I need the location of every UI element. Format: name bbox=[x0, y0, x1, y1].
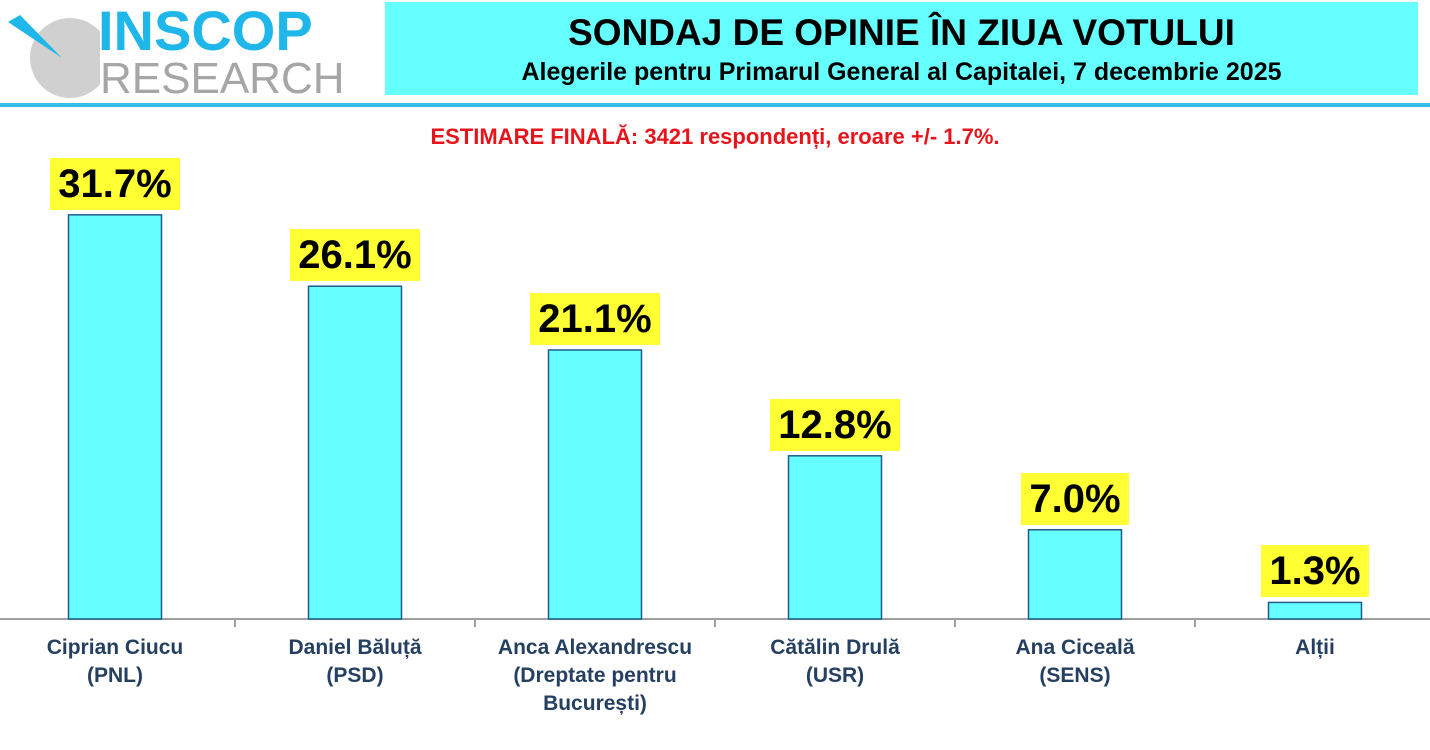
logo-text-research: RESEARCH bbox=[100, 54, 345, 103]
category-label-line: Anca Alexandrescu bbox=[497, 636, 693, 659]
category-label-line: București) bbox=[543, 692, 647, 715]
inscop-logo-mark bbox=[8, 15, 100, 98]
bar bbox=[307, 285, 403, 620]
data-label: 7.0% bbox=[1021, 472, 1129, 525]
header-banner: SONDAJ DE OPINIE ÎN ZIUA VOTULUI Alegeri… bbox=[385, 2, 1418, 95]
bar bbox=[547, 349, 643, 620]
chart-title: SONDAJ DE OPINIE ÎN ZIUA VOTULUI bbox=[568, 12, 1235, 53]
data-label: 26.1% bbox=[290, 229, 420, 282]
category-label-line: (SENS) bbox=[1039, 664, 1111, 687]
data-label: 21.1% bbox=[530, 292, 660, 345]
category-label-line: (PSD) bbox=[326, 664, 384, 687]
logo-text-inscop: INSCOP bbox=[98, 0, 313, 62]
data-label: 1.3% bbox=[1261, 545, 1369, 598]
header-divider bbox=[0, 103, 1430, 107]
category-label-line: Alții bbox=[1295, 636, 1335, 659]
bar bbox=[67, 214, 163, 620]
category-label-line: Cătălin Drulă bbox=[770, 636, 900, 659]
estimate-note: ESTIMARE FINALĂ: 3421 respondenți, eroar… bbox=[430, 124, 1000, 149]
category-label-line: (PNL) bbox=[87, 664, 143, 687]
category-label-line: Daniel Băluță bbox=[288, 636, 422, 659]
bar bbox=[1267, 601, 1363, 620]
data-label: 31.7% bbox=[50, 157, 180, 210]
category-label-line: Ciprian Ciucu bbox=[46, 636, 184, 659]
category-label-line: (USR) bbox=[805, 664, 865, 687]
category-label-line: Ana Ciceală bbox=[1015, 636, 1135, 659]
bar bbox=[787, 455, 883, 620]
chart-subtitle: Alegerile pentru Primarul General al Cap… bbox=[521, 58, 1282, 86]
bar bbox=[1027, 529, 1123, 620]
data-label: 12.8% bbox=[770, 398, 900, 451]
category-label-line: (Dreptate pentru bbox=[513, 664, 677, 687]
